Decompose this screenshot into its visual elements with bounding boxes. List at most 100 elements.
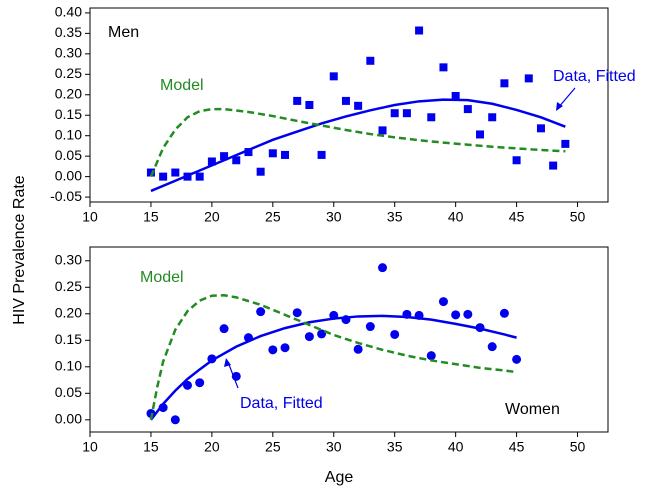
x-tick-label: 25 xyxy=(265,439,281,455)
data-point xyxy=(426,351,436,361)
annotation: Model xyxy=(140,269,184,286)
data-point xyxy=(256,307,266,317)
data-point xyxy=(268,345,278,355)
data-point xyxy=(304,332,314,342)
data-point xyxy=(451,310,461,320)
arrow-head xyxy=(556,102,563,111)
model-curve xyxy=(149,293,517,421)
data-point xyxy=(256,167,265,176)
data-point xyxy=(463,105,472,114)
y-tick-label: 0.10 xyxy=(55,126,82,142)
data-point xyxy=(512,156,521,165)
y-tick-label: 0.25 xyxy=(55,65,82,81)
data-point xyxy=(268,149,277,158)
data-point xyxy=(378,126,387,135)
data-point xyxy=(354,101,363,110)
x-tick-label: 35 xyxy=(387,209,403,225)
y-tick-label: 0.10 xyxy=(55,358,82,374)
data-point xyxy=(329,72,338,81)
data-point xyxy=(402,109,411,118)
plot-frame xyxy=(89,246,609,433)
data-point xyxy=(415,26,424,35)
data-point xyxy=(195,172,204,181)
data-point xyxy=(170,415,180,425)
data-point xyxy=(512,354,522,364)
data-point xyxy=(159,172,168,181)
x-tick-label: 20 xyxy=(204,209,220,225)
x-tick-label: 50 xyxy=(570,209,586,225)
y-tick-label: 0.30 xyxy=(55,45,82,61)
annotation: Women xyxy=(505,401,560,418)
x-tick-label: 15 xyxy=(143,209,159,225)
data-point xyxy=(536,124,545,133)
x-tick-label: 35 xyxy=(387,439,403,455)
data-point xyxy=(220,152,229,161)
data-point xyxy=(390,329,400,339)
x-tick-label: 40 xyxy=(448,209,464,225)
y-tick-label: 0.15 xyxy=(55,106,82,122)
annotation: Men xyxy=(108,24,139,41)
y-axis-label: HIV Prevalence Rate xyxy=(11,175,28,325)
data-point xyxy=(207,157,216,166)
data-point xyxy=(378,263,388,273)
data-point xyxy=(427,113,436,122)
data-point xyxy=(292,308,302,318)
x-axis-label: Age xyxy=(325,469,354,486)
data-point xyxy=(463,309,473,319)
x-tick-label: 20 xyxy=(204,439,220,455)
data-point xyxy=(353,344,363,354)
data-point xyxy=(487,342,497,352)
data-point xyxy=(293,96,302,105)
y-tick-label: 0.05 xyxy=(55,147,82,163)
data-point xyxy=(219,324,229,334)
x-tick-label: 30 xyxy=(326,209,342,225)
data-point xyxy=(366,56,375,65)
x-tick-label: 10 xyxy=(82,439,98,455)
data-point xyxy=(365,322,375,332)
data-point xyxy=(390,109,399,118)
y-tick-label: 0.05 xyxy=(55,384,82,400)
data-point xyxy=(439,63,448,72)
x-tick-label: 50 xyxy=(570,439,586,455)
data-point xyxy=(451,91,460,100)
data-point xyxy=(499,308,509,318)
x-tick-label: 10 xyxy=(82,209,98,225)
data-point xyxy=(183,380,193,390)
data-point xyxy=(281,150,290,159)
x-tick-label: 30 xyxy=(326,439,342,455)
y-tick-label: 0.20 xyxy=(55,304,82,320)
y-tick-label: 0.30 xyxy=(55,251,82,267)
x-tick-label: 45 xyxy=(509,209,525,225)
y-tick-label: 0.00 xyxy=(55,411,82,427)
y-tick-label: 0.20 xyxy=(55,85,82,101)
data-point xyxy=(500,79,509,88)
data-point xyxy=(280,343,290,353)
data-point xyxy=(171,168,180,177)
data-point xyxy=(317,329,327,339)
data-point xyxy=(341,96,350,105)
x-tick-label: 15 xyxy=(143,439,159,455)
y-tick-label: 0.00 xyxy=(55,167,82,183)
y-tick-label: 0.25 xyxy=(55,278,82,294)
data-point xyxy=(232,156,241,165)
plot-frame xyxy=(89,7,609,203)
data-point xyxy=(549,161,558,170)
x-tick-label: 40 xyxy=(448,439,464,455)
data-point xyxy=(195,378,205,388)
y-tick-label: 0.35 xyxy=(55,24,82,40)
data-point xyxy=(438,297,448,307)
data-point xyxy=(244,148,253,157)
model-curve xyxy=(149,107,566,178)
x-tick-label: 45 xyxy=(509,439,525,455)
data-point xyxy=(524,74,533,83)
arrow-head xyxy=(224,358,231,367)
y-tick-label: -0.05 xyxy=(50,188,82,204)
y-tick-label: 0.15 xyxy=(55,331,82,347)
data-point xyxy=(488,113,497,122)
fitted-curve xyxy=(149,314,517,421)
annotation: Data, Fitted xyxy=(553,68,636,85)
data-point xyxy=(561,139,570,148)
data-point xyxy=(146,168,155,177)
annotation: Model xyxy=(160,77,204,94)
